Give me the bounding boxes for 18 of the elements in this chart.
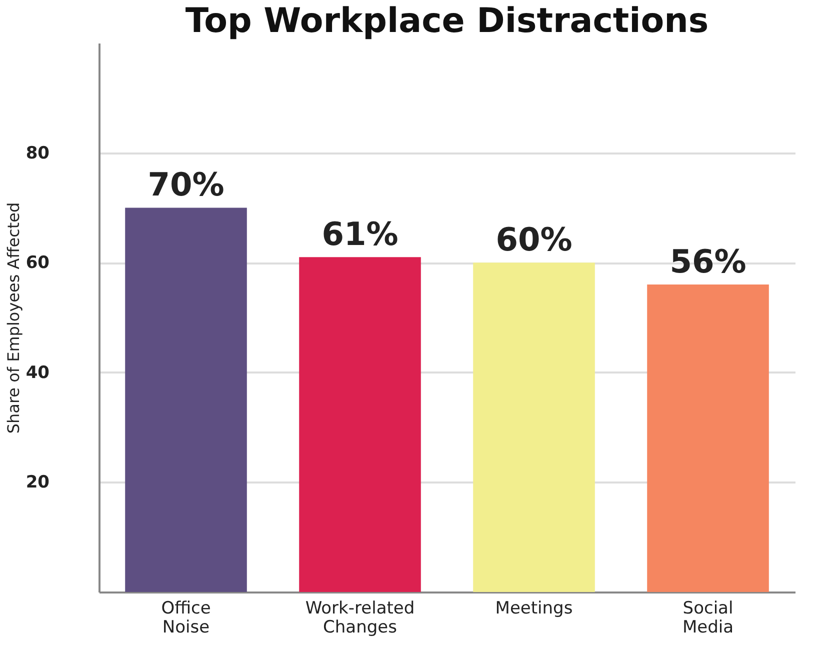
- bar: [473, 262, 595, 592]
- y-tick-label: 20: [26, 472, 50, 493]
- bar: [299, 257, 421, 592]
- y-tick-label: 40: [26, 362, 50, 383]
- y-tick-label: 60: [26, 253, 50, 274]
- bar: [125, 208, 247, 592]
- data-label: 60%: [496, 220, 572, 259]
- x-tick-label: Meetings: [495, 598, 573, 618]
- y-tick-label: 80: [26, 143, 50, 164]
- x-tick-label: Social Media: [682, 598, 734, 638]
- data-label: 70%: [148, 166, 224, 204]
- data-label: 56%: [670, 242, 746, 281]
- bar: [647, 284, 769, 592]
- y-axis-title: Share of Employees Affected: [4, 202, 23, 434]
- x-tick-label: Office Noise: [161, 598, 211, 638]
- x-tick-label: Work-related Changes: [305, 598, 415, 638]
- chart-title: Top Workplace Distractions: [185, 1, 709, 41]
- data-label: 61%: [322, 215, 398, 254]
